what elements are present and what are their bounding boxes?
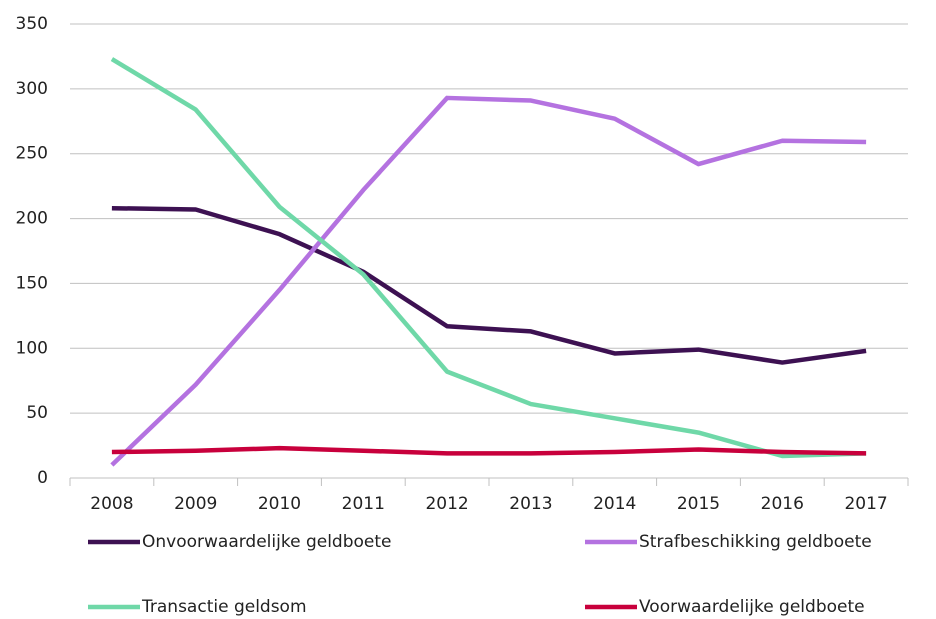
y-tick-label: 200 bbox=[16, 209, 48, 229]
x-tick-label: 2009 bbox=[174, 494, 217, 514]
x-tick-label: 2015 bbox=[677, 494, 720, 514]
y-tick-label: 250 bbox=[16, 144, 48, 164]
x-tick-label: 2008 bbox=[90, 494, 133, 514]
series-line bbox=[111, 445, 867, 456]
series-line bbox=[110, 57, 867, 459]
legend-label: Strafbeschikking geldboete bbox=[639, 532, 872, 552]
legend-label: Transactie geldsom bbox=[141, 597, 307, 617]
y-tick-label: 300 bbox=[16, 79, 48, 99]
y-tick-label: 100 bbox=[16, 338, 48, 358]
x-tick-label: 2016 bbox=[761, 494, 804, 514]
x-tick-label: 2014 bbox=[593, 494, 636, 514]
series-line bbox=[110, 95, 867, 467]
x-tick-label: 2012 bbox=[425, 494, 468, 514]
y-tick-label: 0 bbox=[37, 468, 48, 488]
legend-label: Onvoorwaardelijke geldboete bbox=[142, 532, 392, 552]
y-tick-label: 350 bbox=[16, 14, 48, 34]
series-line bbox=[111, 205, 867, 365]
x-tick-label: 2011 bbox=[342, 494, 385, 514]
x-tick-label: 2013 bbox=[509, 494, 552, 514]
y-tick-label: 50 bbox=[26, 403, 48, 423]
legend-label: Voorwaardelijke geldboete bbox=[639, 597, 865, 617]
x-tick-label: 2010 bbox=[258, 494, 301, 514]
x-tick-label: 2017 bbox=[844, 494, 887, 514]
y-tick-label: 150 bbox=[16, 273, 48, 293]
